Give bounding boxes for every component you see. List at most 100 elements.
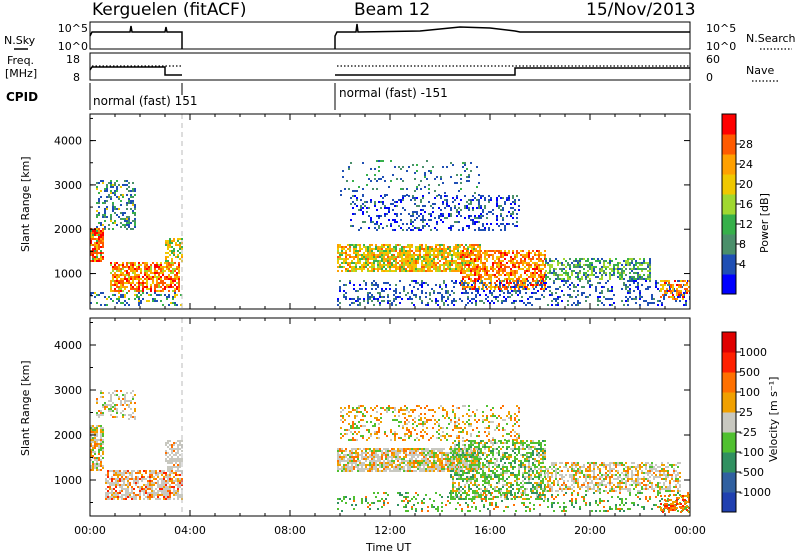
range-gate-cell <box>354 190 356 192</box>
range-gate-cell <box>125 498 127 500</box>
range-gate-cell <box>637 288 639 290</box>
range-gate-cell <box>672 294 674 296</box>
range-gate-cell <box>160 264 162 266</box>
range-gate-cell <box>349 250 351 252</box>
range-gate-cell <box>486 288 488 290</box>
range-gate-cell <box>158 272 160 274</box>
range-gate-cell <box>407 466 409 468</box>
range-gate-cell <box>447 268 449 270</box>
range-gate-cell <box>96 228 98 230</box>
range-gate-cell <box>557 302 559 304</box>
range-gate-cell <box>395 450 397 452</box>
range-gate-cell <box>363 298 365 300</box>
range-gate-cell <box>128 222 130 224</box>
range-gate-cell <box>96 238 98 240</box>
range-gate-cell <box>124 300 126 302</box>
range-gate-cell <box>171 252 173 254</box>
range-gate-cell <box>492 209 494 211</box>
range-gate-cell <box>409 470 411 472</box>
range-gate-cell <box>369 462 371 464</box>
range-gate-cell <box>439 464 441 466</box>
range-gate-cell <box>395 454 397 456</box>
range-gate-cell <box>639 290 641 292</box>
range-gate-cell <box>464 164 466 166</box>
range-gate-cell <box>90 465 92 467</box>
range-gate-cell <box>359 284 361 286</box>
range-gate-cell <box>431 250 433 252</box>
range-gate-cell <box>423 452 425 454</box>
range-gate-cell <box>391 302 393 304</box>
range-gate-cell <box>414 211 416 213</box>
range-gate-cell <box>563 284 565 286</box>
range-gate-cell <box>387 266 389 268</box>
range-gate-cell <box>102 404 104 406</box>
range-gate-cell <box>421 280 423 282</box>
range-gate-cell <box>437 244 439 246</box>
range-gate-cell <box>393 254 395 256</box>
range-gate-cell <box>452 201 454 203</box>
range-gate-cell <box>152 272 154 274</box>
range-gate-cell <box>670 292 672 294</box>
range-gate-cell <box>110 280 112 282</box>
range-gate-cell <box>685 300 687 302</box>
range-gate-cell <box>393 264 395 266</box>
range-gate-cell <box>438 215 440 217</box>
range-gate-cell <box>542 274 544 276</box>
range-gate-cell <box>524 260 526 262</box>
range-gate-cell <box>348 166 350 168</box>
range-gate-cell <box>427 256 429 258</box>
range-gate-cell <box>132 412 134 414</box>
range-gate-cell <box>165 498 167 500</box>
range-gate-cell <box>411 298 413 300</box>
range-gate-cell <box>420 209 422 211</box>
range-gate-cell <box>401 256 403 258</box>
range-gate-cell <box>637 274 639 276</box>
range-gate-cell <box>112 290 114 292</box>
range-gate-cell <box>389 256 391 258</box>
range-gate-cell <box>173 248 175 250</box>
range-gate-cell <box>369 456 371 458</box>
range-gate-cell <box>476 274 478 276</box>
range-gate-cell <box>627 304 629 306</box>
range-gate-cell <box>597 276 599 278</box>
range-gate-cell <box>500 262 502 264</box>
range-gate-cell <box>445 248 447 250</box>
range-gate-cell <box>403 254 405 256</box>
range-gate-cell <box>154 290 156 292</box>
range-gate-cell <box>627 258 629 260</box>
range-gate-cell <box>494 276 496 278</box>
range-gate-cell <box>177 446 179 448</box>
range-gate-cell <box>98 242 100 244</box>
range-gate-cell <box>451 464 453 466</box>
range-gate-cell <box>436 221 438 223</box>
range-gate-cell <box>449 248 451 250</box>
range-gate-cell <box>607 290 609 292</box>
range-gate-cell <box>470 258 472 260</box>
range-gate-cell <box>512 223 514 225</box>
range-gate-cell <box>407 468 409 470</box>
range-gate-cell <box>504 264 506 266</box>
range-gate-cell <box>577 294 579 296</box>
range-gate-cell <box>410 199 412 201</box>
range-gate-cell <box>437 466 439 468</box>
range-gate-cell <box>627 290 629 292</box>
range-gate-cell <box>165 444 167 446</box>
range-gate-cell <box>122 266 124 268</box>
range-gate-cell <box>165 460 167 462</box>
range-gate-cell <box>423 458 425 460</box>
range-gate-cell <box>371 250 373 252</box>
range-gate-cell <box>363 462 365 464</box>
range-gate-cell <box>379 294 381 296</box>
range-gate-cell <box>170 266 172 268</box>
range-gate-cell <box>477 288 479 290</box>
range-gate-cell <box>174 304 176 306</box>
range-gate-cell <box>337 470 339 472</box>
range-gate-cell <box>353 284 355 286</box>
range-gate-cell <box>133 498 135 500</box>
range-gate-cell <box>359 246 361 248</box>
range-gate-cell <box>144 286 146 288</box>
range-gate-cell <box>373 468 375 470</box>
range-gate-cell <box>157 492 159 494</box>
range-gate-cell <box>114 284 116 286</box>
